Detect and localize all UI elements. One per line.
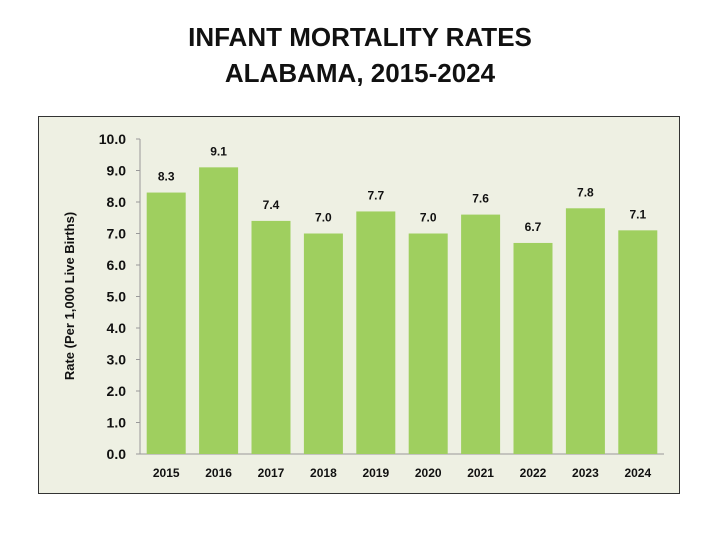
x-tick-label: 2020 [415,466,442,480]
data-label: 9.1 [210,144,227,158]
y-tick-label: 0.0 [107,446,127,462]
y-tick-label: 9.0 [107,163,127,179]
x-tick-label: 2016 [205,466,232,480]
bar-2023 [565,208,605,454]
y-tick-label: 8.0 [107,194,127,210]
bar-2016 [199,167,239,454]
y-tick-label: 5.0 [107,289,127,305]
data-label: 8.3 [158,170,175,184]
bar-2021 [461,214,501,454]
bar-2024 [618,230,658,454]
data-label: 7.0 [420,211,437,225]
bar-2018 [303,233,343,454]
y-tick-label: 10.0 [99,131,126,147]
bar-2017 [251,220,291,454]
x-tick-label: 2024 [624,466,651,480]
bar-2022 [513,242,553,454]
x-tick-label: 2023 [572,466,599,480]
bar-2019 [356,211,396,454]
y-tick-label: 4.0 [107,320,127,336]
chart-title-line-2: ALABAMA, 2015-2024 [224,58,496,88]
x-tick-label: 2018 [310,466,337,480]
y-tick-label: 7.0 [107,226,127,242]
data-label: 7.8 [577,185,594,199]
data-label: 6.7 [525,220,542,234]
x-tick-label: 2021 [467,466,494,480]
data-label: 7.6 [472,192,489,206]
y-tick-label: 3.0 [107,352,127,368]
data-label: 7.7 [367,188,384,202]
x-tick-label: 2015 [153,466,180,480]
x-tick-label: 2017 [258,466,285,480]
data-label: 7.4 [263,198,280,212]
y-axis-label: Rate (Per 1,000 Live Births) [62,212,77,380]
bar-2020 [408,233,448,454]
bar-2015 [146,192,186,455]
chart-title-line-1: INFANT MORTALITY RATES [188,22,532,52]
data-label: 7.0 [315,211,332,225]
y-tick-label: 1.0 [107,415,127,431]
x-tick-label: 2022 [520,466,547,480]
data-label: 7.1 [629,207,646,221]
x-tick-label: 2019 [362,466,389,480]
y-tick-label: 6.0 [107,257,127,273]
y-tick-label: 2.0 [107,383,127,399]
